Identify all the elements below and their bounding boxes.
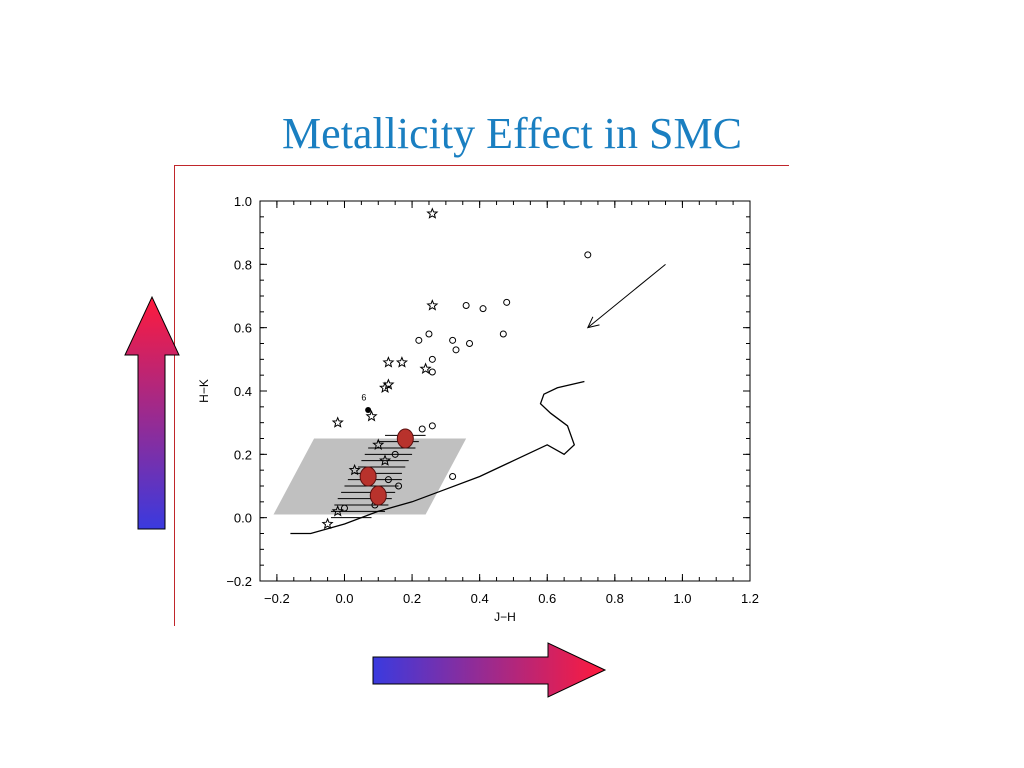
circle-point (503, 298, 511, 306)
x-tick-label: 1.0 (673, 591, 691, 606)
circle-point (428, 355, 436, 363)
circle-point (449, 473, 457, 480)
circle-point (384, 476, 392, 484)
plot-frame (259, 200, 751, 582)
x-tick-label: 0.4 (471, 591, 489, 606)
star-point (372, 438, 385, 451)
x-tick-label: 0.6 (538, 591, 556, 606)
red-marker (359, 466, 377, 487)
data-points (321, 207, 592, 530)
y-tick-labels: −0.2 0.0 0.2 0.4 0.6 0.8 1.0 (226, 194, 252, 589)
circle-point (428, 422, 436, 430)
star-point (426, 207, 439, 219)
x-tick-label: 0.0 (335, 591, 353, 606)
circle-point (415, 336, 423, 344)
star-point (379, 381, 392, 394)
x-tick-label: 1.2 (741, 591, 759, 606)
x-tick-label: −0.2 (264, 591, 290, 606)
x-tick-label: 0.2 (403, 591, 421, 606)
circle-point (428, 368, 436, 376)
y-tick-label: 0.4 (234, 384, 252, 399)
star-point (379, 454, 392, 466)
frame-top-line (175, 165, 789, 166)
axis-ticks (260, 200, 751, 582)
star-point (382, 356, 395, 368)
circle-point (340, 504, 348, 512)
star-point (365, 409, 378, 422)
circle-point (479, 305, 487, 313)
circle-point (462, 302, 470, 309)
right-arrow-icon (372, 642, 607, 698)
x-tick-labels: −0.2 0.0 0.2 0.4 0.6 0.8 1.0 1.2 (264, 591, 759, 606)
circle-point (499, 330, 507, 338)
red-marker (396, 428, 414, 449)
star-point (348, 463, 361, 476)
y-tick-label: −0.2 (226, 574, 252, 589)
vector-head (586, 316, 600, 329)
vector-shaft (587, 263, 666, 329)
circle-point (395, 482, 403, 490)
circle-point (584, 251, 592, 259)
circle-point (449, 336, 457, 344)
star-point (321, 517, 334, 530)
circle-point (425, 330, 433, 338)
star-point (331, 416, 344, 428)
y-tick-label: 0.6 (234, 321, 252, 336)
intrinsic-colour-curve (290, 380, 585, 535)
color-color-chart: 6 −0.2 0.0 0.2 0.4 0.6 0.8 1.0 1.2 −0.2 0.0 0.2 0.… (197, 194, 759, 624)
y-tick-label: 0.2 (234, 447, 252, 462)
star-point (419, 362, 432, 375)
frame-left-line (174, 165, 175, 626)
y-axis-title: H−K (197, 379, 211, 403)
circle-point (452, 346, 460, 354)
reddening-vector (586, 263, 666, 329)
red-marker (369, 485, 387, 506)
circle-point (391, 450, 399, 458)
y-tick-label: 1.0 (234, 194, 252, 209)
slide-title: Metallicity Effect in SMC (282, 109, 742, 158)
star-point (395, 356, 408, 368)
annotation-label: 6 (361, 393, 366, 403)
y-tick-label: 0.0 (234, 511, 252, 526)
star-point (426, 299, 439, 311)
y-tick-label: 0.8 (234, 257, 252, 272)
x-tick-label: 0.8 (606, 591, 624, 606)
up-arrow-icon (124, 295, 180, 530)
chart-annotations: 6 (361, 393, 366, 403)
circle-point (466, 340, 474, 347)
star-point (331, 504, 344, 517)
circle-point (418, 425, 426, 433)
filled-point (365, 407, 372, 413)
x-axis-title: J−H (494, 610, 516, 624)
